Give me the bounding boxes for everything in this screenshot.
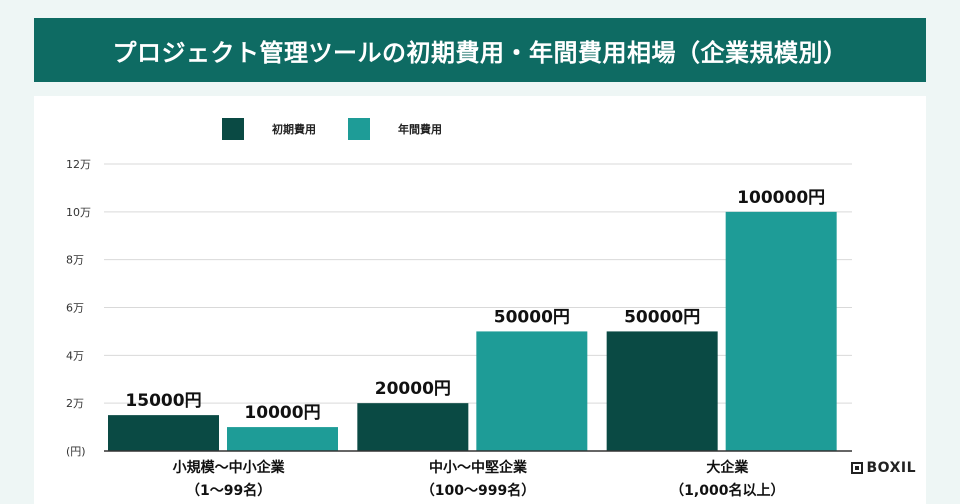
x-category-label: 小規模〜中小企業 [173, 459, 286, 476]
x-category-sublabel: （100〜999名） [421, 482, 535, 499]
y-tick-label: (円) [66, 445, 86, 458]
bar-value-label: 15000円 [125, 391, 201, 411]
bar-value-label: 50000円 [624, 307, 700, 327]
bar [725, 211, 837, 451]
boxil-logo-icon [850, 462, 863, 474]
brand-name: BOXIL [866, 460, 916, 476]
y-tick-label: 10万 [66, 206, 91, 219]
bar-value-label: 20000円 [375, 379, 451, 399]
legend-item-annual: 年間費用 [348, 118, 442, 140]
legend-label-initial: 初期費用 [272, 123, 316, 136]
bar [357, 403, 469, 451]
page-title: プロジェクト管理ツールの初期費用・年間費用相場（企業規模別） [34, 18, 926, 82]
legend-swatch-annual [348, 118, 370, 140]
x-category-sublabel: （1,000名以上） [670, 482, 784, 499]
x-category-label: 大企業 [706, 459, 749, 476]
bar [476, 331, 588, 451]
bar [108, 415, 219, 451]
brand-logo: BOXIL [850, 460, 917, 476]
bar-value-label: 50000円 [494, 307, 570, 327]
bar [227, 427, 338, 451]
legend-label-annual: 年間費用 [398, 123, 442, 136]
bar [606, 331, 718, 451]
x-category-label: 中小〜中堅企業 [429, 459, 528, 476]
y-tick-label: 6万 [66, 302, 84, 315]
y-tick-label: 8万 [66, 254, 84, 267]
chart-legend: 初期費用 年間費用 [222, 118, 474, 140]
legend-item-initial: 初期費用 [222, 118, 316, 140]
y-tick-label: 2万 [66, 397, 84, 410]
y-tick-label: 4万 [66, 349, 84, 362]
bar-value-label: 10000円 [244, 403, 320, 423]
legend-swatch-initial [222, 118, 244, 140]
bar-value-label: 100000円 [737, 188, 825, 208]
x-category-sublabel: （1〜99名） [186, 482, 271, 499]
y-tick-label: 12万 [66, 158, 91, 171]
